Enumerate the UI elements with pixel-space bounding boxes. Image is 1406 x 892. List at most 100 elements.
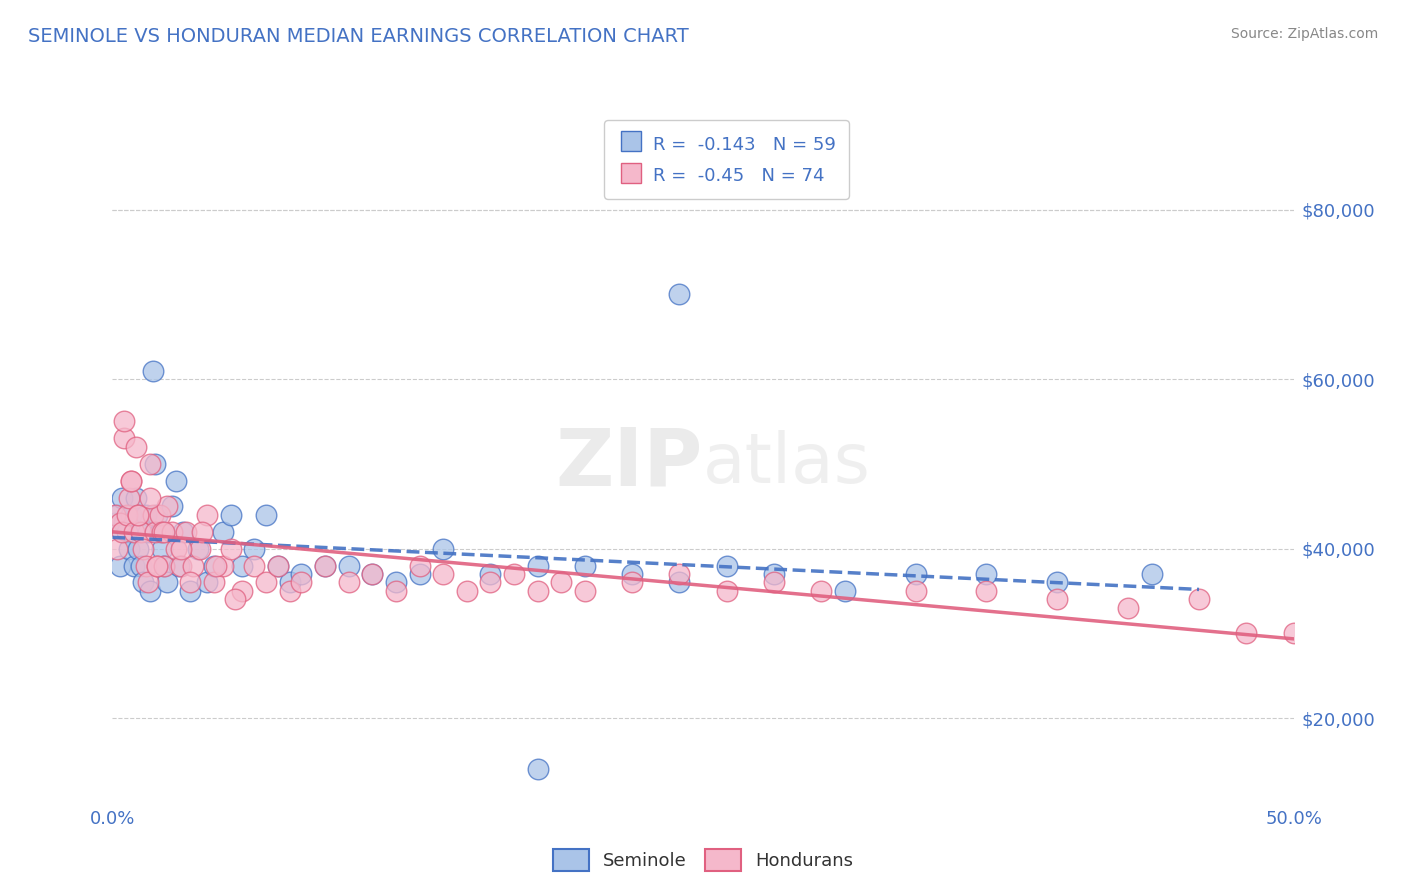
Point	[202, 575, 225, 590]
Point	[834, 583, 856, 598]
Point	[112, 432, 135, 446]
Point	[115, 524, 138, 539]
Point	[143, 457, 166, 471]
Point	[139, 583, 162, 598]
Point	[172, 524, 194, 539]
Point	[118, 541, 141, 556]
Point	[212, 558, 235, 573]
Point	[120, 474, 142, 488]
Point	[621, 567, 644, 582]
Point	[243, 558, 266, 573]
Text: Source: ZipAtlas.com: Source: ZipAtlas.com	[1230, 27, 1378, 41]
Point	[149, 524, 172, 539]
Point	[526, 558, 548, 573]
Point	[150, 541, 173, 556]
Point	[181, 558, 204, 573]
Point	[136, 524, 159, 539]
Point	[716, 558, 738, 573]
Point	[118, 491, 141, 505]
Point	[129, 558, 152, 573]
Point	[219, 508, 242, 522]
Point	[160, 524, 183, 539]
Point	[574, 583, 596, 598]
Point	[976, 583, 998, 598]
Point	[1282, 626, 1305, 640]
Point	[668, 567, 690, 582]
Point	[267, 558, 290, 573]
Point	[135, 558, 157, 573]
Point	[904, 583, 927, 598]
Point	[254, 508, 277, 522]
Point	[165, 474, 187, 488]
Point	[479, 567, 502, 582]
Point	[142, 364, 165, 378]
Point	[456, 583, 478, 598]
Point	[290, 567, 312, 582]
Point	[127, 508, 149, 522]
Point	[139, 491, 162, 505]
Point	[314, 558, 336, 573]
Point	[156, 500, 179, 514]
Point	[254, 575, 277, 590]
Point	[174, 524, 197, 539]
Point	[125, 440, 148, 454]
Point	[120, 474, 142, 488]
Point	[139, 457, 162, 471]
Point	[146, 558, 169, 573]
Point	[135, 508, 157, 522]
Point	[243, 541, 266, 556]
Text: SEMINOLE VS HONDURAN MEDIAN EARNINGS CORRELATION CHART: SEMINOLE VS HONDURAN MEDIAN EARNINGS COR…	[28, 27, 689, 45]
Point	[361, 567, 384, 582]
Point	[574, 558, 596, 573]
Point	[762, 567, 785, 582]
Point	[1046, 575, 1069, 590]
Point	[231, 558, 253, 573]
Point	[224, 592, 246, 607]
Point	[111, 491, 134, 505]
Point	[1234, 626, 1257, 640]
Point	[385, 583, 408, 598]
Point	[267, 558, 290, 573]
Point	[153, 524, 176, 539]
Point	[976, 567, 998, 582]
Point	[125, 491, 148, 505]
Point	[278, 575, 301, 590]
Point	[153, 558, 176, 573]
Point	[132, 575, 155, 590]
Point	[503, 567, 526, 582]
Point	[120, 508, 142, 522]
Text: atlas: atlas	[703, 430, 870, 498]
Point	[361, 567, 384, 582]
Point	[526, 583, 548, 598]
Point	[127, 541, 149, 556]
Point	[526, 762, 548, 776]
Point	[105, 508, 128, 522]
Point	[179, 575, 201, 590]
Point	[219, 541, 242, 556]
Point	[188, 541, 211, 556]
Point	[337, 575, 360, 590]
Point	[1140, 567, 1163, 582]
Point	[668, 287, 690, 301]
Point	[132, 541, 155, 556]
Point	[479, 575, 502, 590]
Point	[278, 583, 301, 598]
Point	[160, 500, 183, 514]
Point	[156, 575, 179, 590]
Point	[716, 583, 738, 598]
Point	[129, 524, 152, 539]
Point	[231, 583, 253, 598]
Point	[104, 516, 127, 530]
Point	[104, 508, 127, 522]
Point	[112, 414, 135, 429]
Point	[191, 524, 214, 539]
Point	[1046, 592, 1069, 607]
Point	[122, 524, 145, 539]
Legend: Seminole, Hondurans: Seminole, Hondurans	[546, 842, 860, 879]
Point	[153, 558, 176, 573]
Point	[432, 541, 454, 556]
Point	[127, 508, 149, 522]
Point	[408, 567, 430, 582]
Point	[170, 541, 193, 556]
Point	[668, 575, 690, 590]
